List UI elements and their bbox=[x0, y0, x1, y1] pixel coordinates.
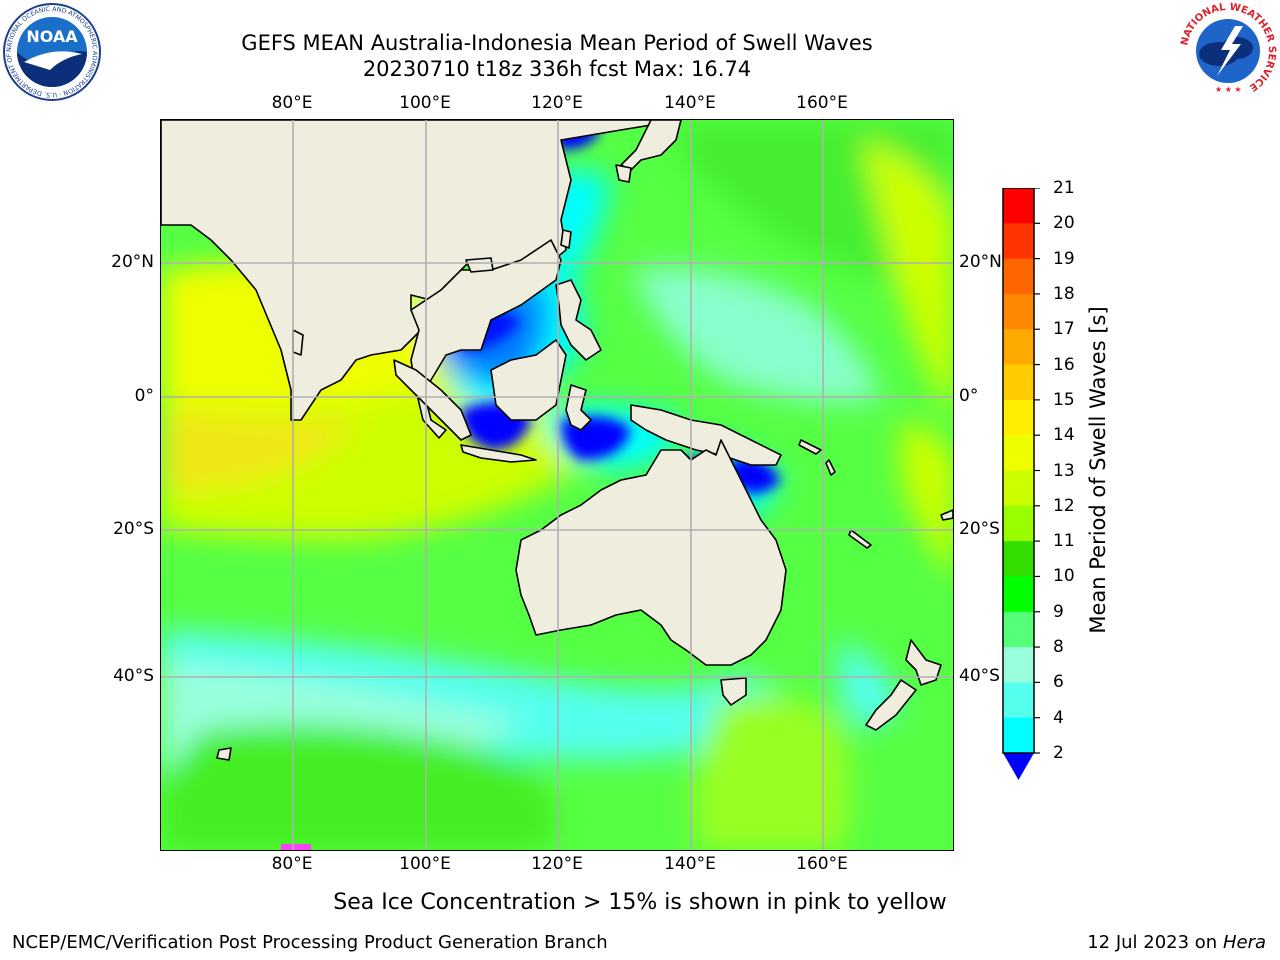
tasmania-island bbox=[720, 677, 747, 706]
map-panel bbox=[160, 119, 954, 851]
colorbar-band bbox=[1003, 329, 1034, 366]
sea-ice-patch bbox=[281, 844, 311, 850]
colorbar bbox=[1002, 188, 1040, 780]
colorbar-tick-label: 8 bbox=[1053, 637, 1064, 658]
colorbar-band bbox=[1003, 435, 1034, 471]
colorbar-band bbox=[1003, 364, 1034, 401]
graticule bbox=[161, 120, 953, 850]
colorbar-band bbox=[1003, 682, 1034, 719]
colorbar-extend-arrow bbox=[1003, 753, 1034, 780]
nws-logo: NATIONAL WEATHER SERVICE ★ ★ ★ bbox=[1179, 2, 1277, 100]
new-zealand-north-island bbox=[905, 639, 942, 686]
sea-ice-note: Sea Ice Concentration > 15% is shown in … bbox=[333, 890, 947, 915]
colorbar-band bbox=[1003, 541, 1034, 577]
new-zealand-south-island bbox=[865, 679, 917, 731]
colorbar-band bbox=[1003, 470, 1034, 507]
noaa-logo: NATIONAL OCEANIC AND ATMOSPHERIC ADMINIS… bbox=[2, 2, 101, 101]
australia-continent bbox=[515, 439, 787, 666]
lon-label-top-100e: 100°E bbox=[399, 93, 451, 113]
philippines-islands bbox=[555, 279, 602, 361]
chart-subtitle: 20230710 t18z 336h fcst Max: 16.74 bbox=[362, 57, 752, 81]
lat-label-right-20n: 20°N bbox=[959, 252, 1002, 272]
colorbar-tick-label: 19 bbox=[1053, 248, 1075, 269]
lat-label-left-20s: 20°S bbox=[113, 519, 154, 539]
swell-period-map bbox=[161, 120, 953, 850]
colorbar-title: Mean Period of Swell Waves [s] bbox=[1086, 306, 1110, 634]
lon-label-top-120e: 120°E bbox=[531, 93, 583, 113]
colorbar-tick-label: 9 bbox=[1053, 601, 1064, 622]
colorbar-band bbox=[1003, 258, 1034, 295]
lon-label-bottom-160e: 160°E bbox=[796, 854, 848, 874]
hainan-island bbox=[465, 257, 494, 273]
footer-date-text: 12 Jul 2023 on bbox=[1087, 932, 1223, 953]
colorbar-band bbox=[1003, 399, 1034, 436]
lat-label-left-20n: 20°N bbox=[111, 252, 154, 272]
noaa-logo-text: NOAA bbox=[26, 27, 78, 46]
lat-label-left-40s: 40°S bbox=[113, 666, 154, 686]
colorbar-tick-label: 2 bbox=[1053, 743, 1064, 763]
colorbar-tick-label: 12 bbox=[1053, 495, 1075, 516]
colorbar-tick-label: 10 bbox=[1053, 566, 1075, 587]
lon-label-bottom-100e: 100°E bbox=[399, 854, 451, 874]
chart-title: GEFS MEAN Australia-Indonesia Mean Perio… bbox=[241, 31, 873, 55]
solomon-islands bbox=[798, 439, 822, 455]
lon-label-top-140e: 140°E bbox=[664, 93, 716, 113]
fiji-islands bbox=[940, 509, 953, 521]
colorbar-tick-label: 18 bbox=[1053, 283, 1075, 304]
colorbar-tick-label: 11 bbox=[1053, 531, 1075, 552]
sumatra-island bbox=[393, 359, 472, 441]
new-guinea-island bbox=[630, 404, 782, 466]
colorbar-band bbox=[1003, 188, 1034, 224]
colorbar-tick-label: 14 bbox=[1053, 425, 1075, 446]
lon-label-bottom-120e: 120°E bbox=[531, 854, 583, 874]
borneo-island bbox=[490, 339, 567, 421]
colorbar-band bbox=[1003, 293, 1034, 330]
colorbar-tick-label: 6 bbox=[1053, 672, 1064, 693]
colorbar-tick-label: 16 bbox=[1053, 354, 1075, 375]
madagascar-edge bbox=[216, 747, 232, 761]
colorbar-band bbox=[1003, 576, 1034, 613]
lon-label-bottom-140e: 140°E bbox=[664, 854, 716, 874]
japan-islands bbox=[620, 120, 682, 171]
footer-date: 12 Jul 2023 on Hera bbox=[1087, 932, 1266, 953]
colorbar-tick-label: 13 bbox=[1053, 460, 1075, 481]
lat-label-left-0: 0° bbox=[134, 386, 154, 406]
lon-label-bottom-80e: 80°E bbox=[271, 854, 313, 874]
land-masses bbox=[161, 120, 953, 761]
kyushu-island bbox=[615, 164, 632, 183]
colorbar-band bbox=[1003, 611, 1034, 648]
colorbar-band bbox=[1003, 223, 1034, 260]
footer-host: Hera bbox=[1222, 932, 1266, 953]
sri-lanka-island bbox=[292, 329, 304, 356]
colorbar-tick-label: 4 bbox=[1053, 707, 1064, 728]
colorbar-tick-label: 20 bbox=[1053, 213, 1075, 234]
footer-credit: NCEP/EMC/Verification Post Processing Pr… bbox=[12, 932, 608, 953]
lon-label-top-80e: 80°E bbox=[271, 93, 313, 113]
colorbar-tick-label: 17 bbox=[1053, 319, 1075, 340]
colorbar-band bbox=[1003, 717, 1034, 754]
svg-text:★ ★ ★: ★ ★ ★ bbox=[1215, 85, 1242, 94]
colorbar-tick-label: 15 bbox=[1053, 389, 1075, 410]
lat-label-right-20s: 20°S bbox=[959, 519, 1000, 539]
new-caledonia-island bbox=[848, 529, 872, 549]
colorbar-tick-label: 21 bbox=[1053, 178, 1075, 198]
lat-label-right-40s: 40°S bbox=[959, 666, 1000, 686]
lat-label-right-0: 0° bbox=[959, 386, 979, 406]
taiwan-island bbox=[560, 229, 572, 249]
colorbar-band bbox=[1003, 647, 1034, 683]
colorbar-band bbox=[1003, 505, 1034, 542]
lon-label-top-160e: 160°E bbox=[796, 93, 848, 113]
java-island bbox=[460, 444, 537, 463]
vanuatu-islands bbox=[825, 459, 836, 476]
